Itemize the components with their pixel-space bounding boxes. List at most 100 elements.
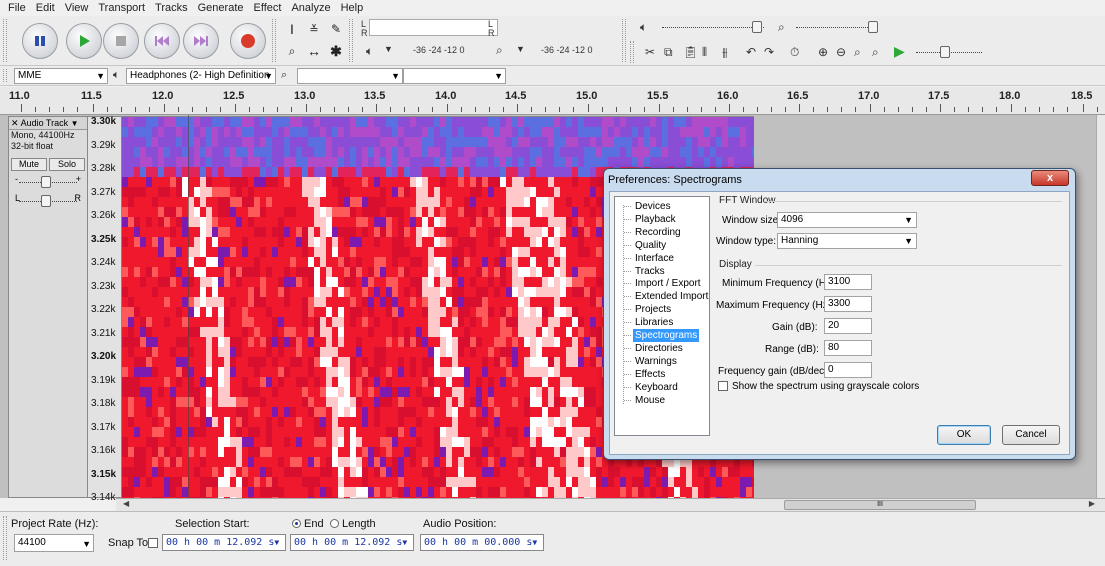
cancel-button[interactable]: Cancel bbox=[1002, 425, 1060, 445]
toolbar-grip[interactable] bbox=[3, 516, 7, 560]
toolbar-grip[interactable] bbox=[622, 19, 626, 62]
scroll-left-icon[interactable]: ◀ bbox=[123, 499, 130, 508]
pref-category-tracks[interactable]: Tracks bbox=[624, 265, 665, 277]
grayscale-checkbox[interactable] bbox=[718, 381, 728, 391]
audio-position-time[interactable]: 00 h 00 m 00.000 s▼ bbox=[420, 534, 544, 551]
menu-view[interactable]: View bbox=[64, 2, 89, 14]
skip-to-end-button[interactable] bbox=[183, 23, 219, 59]
pause-button[interactable] bbox=[22, 23, 58, 59]
menu-tracks[interactable]: Tracks bbox=[155, 2, 188, 14]
menu-help[interactable]: Help bbox=[340, 2, 364, 14]
menu-transport[interactable]: Transport bbox=[98, 2, 146, 14]
pref-category-warnings[interactable]: Warnings bbox=[624, 355, 677, 367]
menu-file[interactable]: File bbox=[8, 2, 26, 14]
copy-icon[interactable]: ⧉ bbox=[664, 45, 673, 59]
gain-slider[interactable]: - + bbox=[15, 174, 81, 189]
gain-input[interactable]: 20 bbox=[824, 318, 872, 334]
zoom-out-icon[interactable]: ⊖ bbox=[836, 45, 847, 59]
window-size-select[interactable]: 4096 ▼ bbox=[777, 212, 917, 228]
project-rate-select[interactable]: 44100 ▼ bbox=[14, 534, 94, 552]
paste-icon[interactable]: 📋︎ bbox=[683, 45, 699, 59]
record-meter[interactable] bbox=[369, 19, 498, 36]
play-at-speed-slider[interactable] bbox=[912, 45, 986, 59]
zoom-tool[interactable]: ⌕ bbox=[281, 41, 303, 61]
ok-button[interactable]: OK bbox=[937, 425, 991, 445]
pref-category-devices[interactable]: Devices bbox=[624, 201, 671, 212]
min-frequency-input[interactable]: 3100 bbox=[824, 274, 872, 290]
mute-button[interactable]: Mute bbox=[11, 158, 47, 171]
selection-start-time[interactable]: 00 h 00 m 12.092 s▼ bbox=[162, 534, 286, 551]
recording-volume-slider[interactable] bbox=[792, 20, 882, 34]
output-device-select[interactable]: Headphones (2- High Definition ▼ bbox=[126, 68, 276, 84]
end-radio[interactable]: End bbox=[292, 518, 324, 530]
play-button[interactable] bbox=[66, 23, 102, 59]
pref-category-mouse[interactable]: Mouse bbox=[623, 394, 666, 406]
zoom-in-icon[interactable]: ⊕ bbox=[818, 45, 829, 59]
pref-category-effects[interactable]: Effects bbox=[623, 368, 666, 380]
selection-tool[interactable]: I bbox=[281, 19, 303, 39]
redo-icon[interactable]: ↷ bbox=[764, 45, 775, 59]
trim-icon[interactable]: ⫴ bbox=[702, 45, 708, 59]
pref-category-libraries[interactable]: Libraries bbox=[623, 317, 674, 329]
spectrogram-cell bbox=[344, 227, 350, 237]
close-icon[interactable]: ✕ bbox=[11, 118, 19, 128]
fit-selection-icon[interactable]: ⌕ bbox=[854, 45, 861, 59]
pref-category-playback[interactable]: Playback bbox=[624, 213, 676, 225]
audio-host-select[interactable]: MME ▼ bbox=[14, 68, 108, 84]
pref-category-interface[interactable]: Interface bbox=[624, 252, 674, 264]
record-meter-dropdown-arrow-icon[interactable]: ▼ bbox=[516, 44, 525, 54]
menu-effect[interactable]: Effect bbox=[253, 2, 282, 14]
pref-category-directories[interactable]: Directories bbox=[624, 342, 683, 354]
timeline-ruler[interactable]: 11.0 11.5 12.0 12.5 13.0 13.5 14.0 14.5 15.0 15.5… bbox=[0, 87, 1105, 115]
menu-analyze[interactable]: Analyze bbox=[291, 2, 331, 14]
stop-button[interactable] bbox=[103, 23, 139, 59]
skip-to-start-button[interactable] bbox=[144, 23, 180, 59]
playback-volume-slider[interactable] bbox=[658, 20, 768, 34]
sync-lock-icon[interactable]: ⏱ bbox=[790, 45, 800, 59]
draw-tool[interactable]: ✎ bbox=[325, 19, 347, 39]
pref-category-keyboard[interactable]: Keyboard bbox=[624, 381, 678, 393]
envelope-tool[interactable]: ≚ bbox=[303, 19, 325, 39]
pref-category-projects[interactable]: Projects bbox=[623, 304, 672, 316]
vertical-scrollbar[interactable] bbox=[1096, 115, 1105, 498]
input-channels-select[interactable]: ▼ bbox=[403, 68, 506, 84]
record-button[interactable] bbox=[230, 23, 266, 59]
horizontal-scrollbar[interactable]: ◀ III ▶ bbox=[116, 498, 1105, 511]
selection-end-time[interactable]: 00 h 00 m 12.092 s▼ bbox=[290, 534, 414, 551]
toolbar-grip[interactable] bbox=[3, 69, 7, 82]
pref-category-quality[interactable]: Quality bbox=[623, 239, 667, 251]
silence-icon[interactable]: ⫵ bbox=[722, 45, 728, 59]
multi-tool[interactable]: ✱ bbox=[325, 41, 347, 61]
solo-button[interactable]: Solo bbox=[49, 158, 85, 171]
toolbar-grip[interactable] bbox=[349, 19, 353, 62]
menu-edit[interactable]: Edit bbox=[35, 2, 55, 14]
toolbar-grip[interactable] bbox=[3, 19, 7, 62]
pref-category-recording[interactable]: Recording bbox=[624, 226, 681, 238]
time-shift-tool[interactable]: ↔ bbox=[303, 41, 325, 61]
cut-icon[interactable]: ✂ bbox=[645, 45, 656, 59]
window-type-select[interactable]: Hanning ▼ bbox=[777, 233, 917, 249]
max-frequency-input[interactable]: 3300 bbox=[824, 296, 872, 312]
pref-category-extended-import[interactable]: Extended Import bbox=[623, 291, 709, 303]
range-input[interactable]: 80 bbox=[824, 340, 872, 356]
length-radio[interactable]: Length bbox=[330, 518, 376, 530]
fit-project-icon[interactable]: ⌕ bbox=[872, 45, 879, 59]
meter-dropdown-arrow-icon[interactable]: ▼ bbox=[384, 44, 393, 54]
toolbar-grip[interactable] bbox=[272, 19, 276, 62]
pref-category-spectrograms[interactable]: Spectrograms bbox=[623, 329, 700, 342]
input-device-select[interactable]: ▼ bbox=[297, 68, 403, 84]
frequency-ruler[interactable]: 3.30k 3.29k 3.28k 3.27k 3.26k 3.25k 3.24k 3.23k… bbox=[88, 116, 122, 503]
toolbar-grip[interactable] bbox=[630, 41, 634, 63]
scrollbar-thumb[interactable]: III bbox=[784, 500, 976, 510]
dialog-close-button[interactable]: x bbox=[1031, 170, 1069, 186]
pref-category-import-export[interactable]: Import / Export bbox=[624, 278, 701, 290]
undo-icon[interactable]: ↶ bbox=[746, 45, 757, 59]
pan-slider[interactable]: L R bbox=[15, 193, 81, 208]
menu-generate[interactable]: Generate bbox=[197, 2, 244, 14]
scroll-right-icon[interactable]: ▶ bbox=[1088, 499, 1095, 508]
track-name-menu[interactable]: ✕ Audio Track ▼ bbox=[9, 117, 87, 130]
spectrogram-cell bbox=[632, 467, 638, 477]
play-at-speed-icon[interactable]: ▶ bbox=[894, 43, 905, 59]
frequency-gain-input[interactable]: 0 bbox=[824, 362, 872, 378]
snap-to-checkbox[interactable] bbox=[148, 538, 158, 548]
